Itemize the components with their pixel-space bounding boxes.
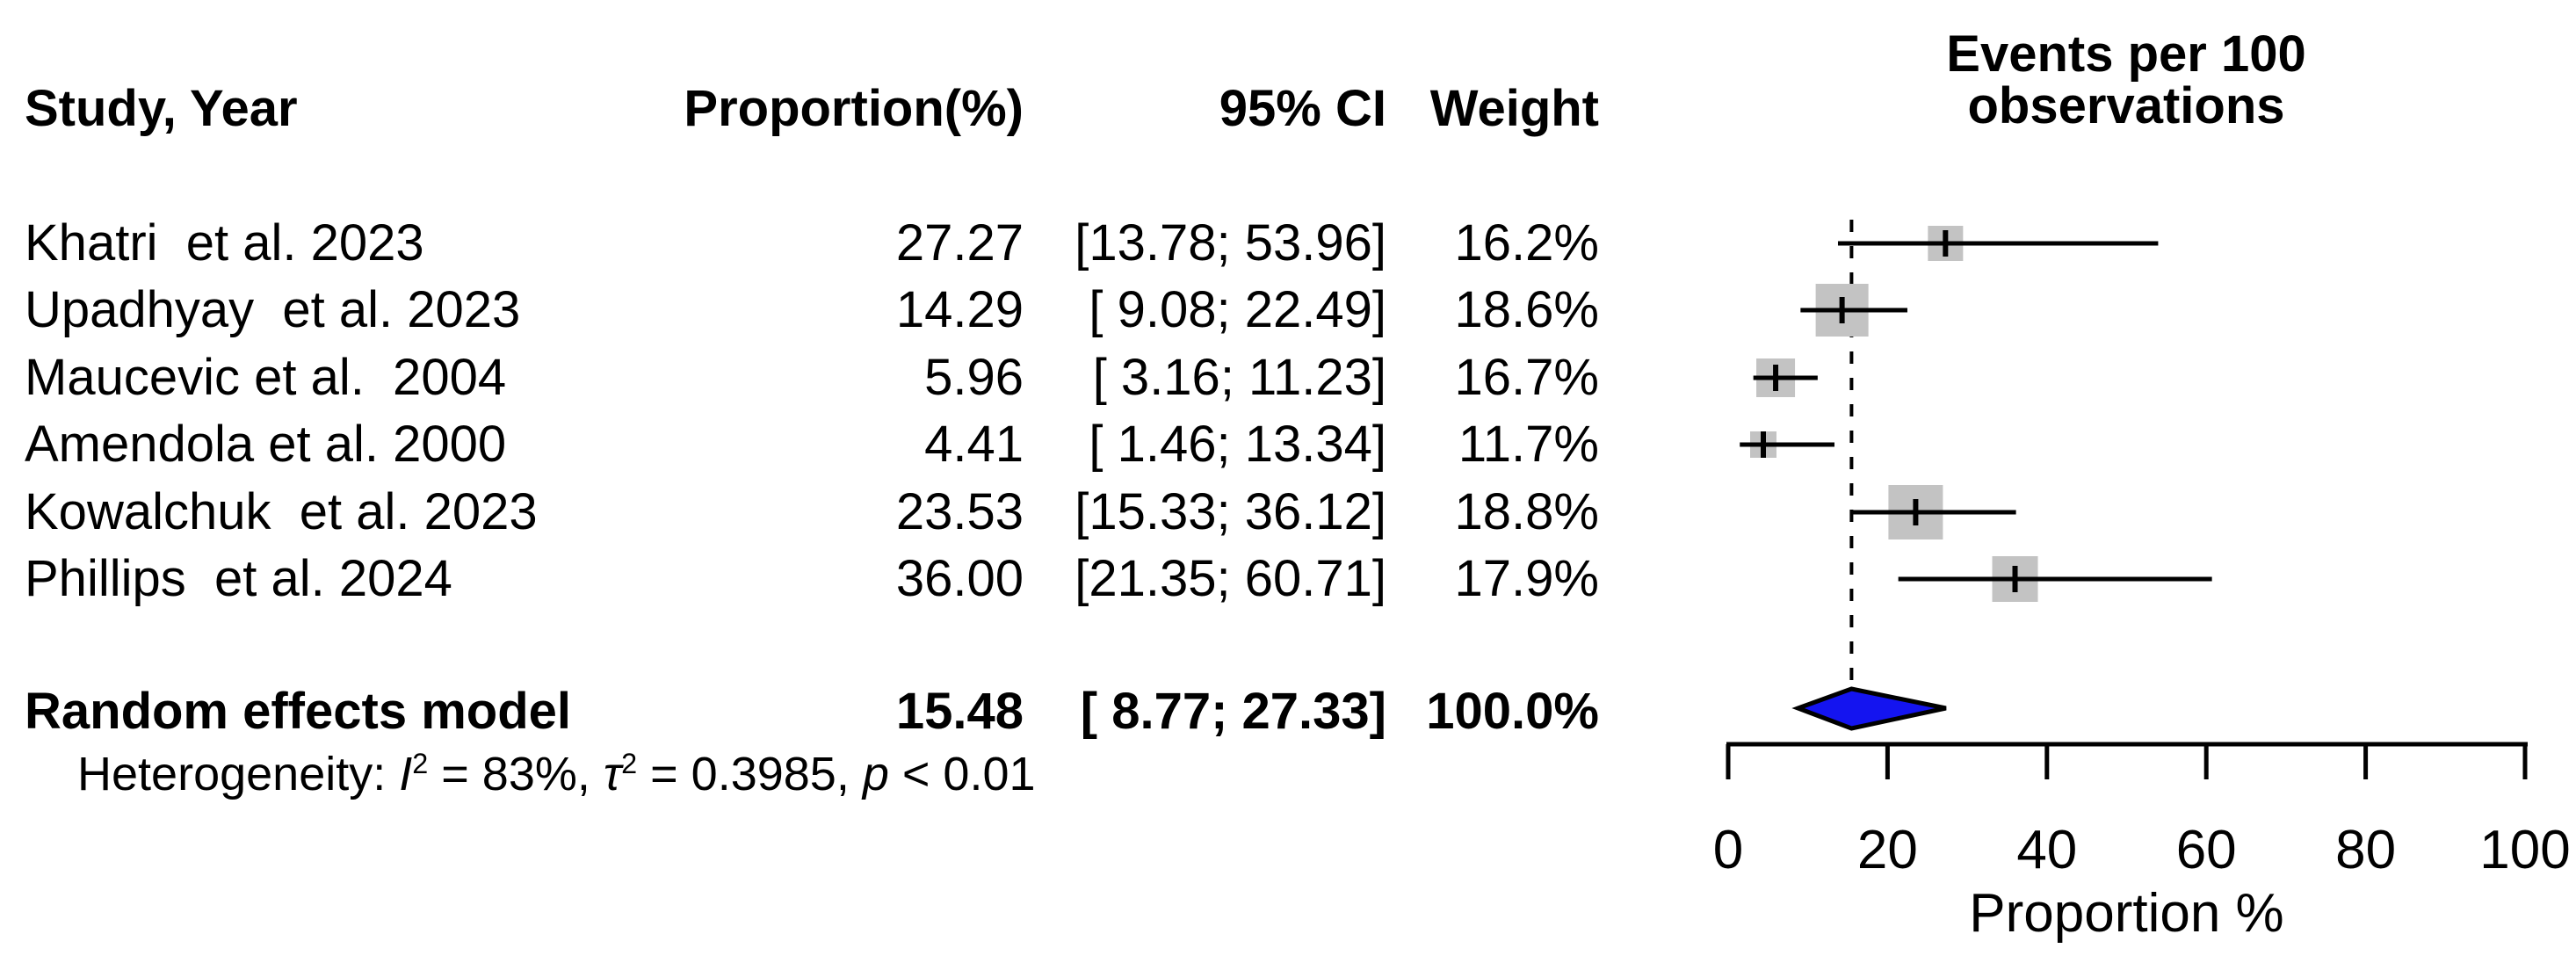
pooled-proportion: 15.48	[895, 683, 1024, 740]
proportion-value: 4.41	[924, 416, 1024, 473]
heterogeneity-note: Heterogeneity: I2 = 83%, τ2 = 0.3985, p …	[25, 703, 1036, 845]
study-name: Maucevic et al. 2004	[25, 349, 507, 406]
weight-value: 18.6%	[1454, 281, 1599, 338]
study-name: Amendola et al. 2000	[25, 416, 507, 473]
x-axis-tick-label: 40	[2016, 820, 2077, 880]
proportion-value: 36.00	[895, 550, 1024, 607]
weight-value: 16.7%	[1454, 349, 1599, 406]
summary-diamond	[1791, 686, 1947, 731]
study-name: Kowalchuk et al. 2023	[25, 483, 538, 540]
ci-value: [15.33; 36.12]	[1075, 483, 1386, 540]
ci-value: [ 1.46; 13.34]	[1089, 416, 1386, 473]
x-axis-tick-label: 0	[1713, 820, 1743, 880]
heterogeneity-prefix: Heterogeneity:	[77, 748, 400, 800]
proportion-value: 27.27	[895, 214, 1024, 272]
column-header-proportion: Proportion(%)	[684, 80, 1024, 137]
pooled-ci: [ 8.77; 27.33]	[1080, 683, 1386, 740]
x-axis-title: Proportion %	[1969, 883, 2283, 944]
x-axis-tick-label: 20	[1857, 820, 1918, 880]
study-name: Phillips et al. 2024	[25, 550, 452, 607]
proportion-value: 14.29	[895, 281, 1024, 338]
i-squared-sup: 2	[412, 748, 429, 779]
pooled-label: Random effects model	[25, 683, 571, 740]
tau-squared-symbol: τ	[603, 748, 622, 800]
column-header-study: Study, Year	[25, 80, 298, 137]
i-squared-symbol: I	[399, 748, 413, 800]
weight-value: 18.8%	[1454, 483, 1599, 540]
ci-value: [21.35; 60.71]	[1075, 550, 1386, 607]
tau-squared-sup: 2	[621, 748, 638, 779]
p-symbol: p	[862, 748, 889, 800]
x-axis-tick-label: 100	[2479, 820, 2570, 880]
plot-header-line2: observations	[1967, 77, 2285, 134]
p-value: < 0.01	[888, 748, 1036, 800]
tau-squared-value: = 0.3985,	[637, 748, 863, 800]
ci-value: [13.78; 53.96]	[1075, 214, 1386, 272]
ci-value: [ 9.08; 22.49]	[1089, 281, 1386, 338]
pooled-weight: 100.0%	[1426, 683, 1599, 740]
weight-value: 17.9%	[1454, 550, 1599, 607]
column-header-weight: Weight	[1429, 80, 1599, 137]
study-name: Khatri et al. 2023	[25, 214, 424, 272]
proportion-value: 23.53	[895, 483, 1024, 540]
i-squared-value: = 83%,	[428, 748, 604, 800]
plot-header-line1: Events per 100	[1946, 25, 2306, 83]
study-name: Upadhyay et al. 2023	[25, 281, 521, 338]
proportion-value: 5.96	[924, 349, 1024, 406]
ci-value: [ 3.16; 11.23]	[1092, 349, 1386, 406]
x-axis-tick-label: 80	[2335, 820, 2396, 880]
weight-value: 11.7%	[1458, 416, 1599, 473]
x-axis-tick-label: 60	[2176, 820, 2237, 880]
column-header-ci: 95% CI	[1219, 80, 1386, 137]
weight-value: 16.2%	[1454, 214, 1599, 272]
